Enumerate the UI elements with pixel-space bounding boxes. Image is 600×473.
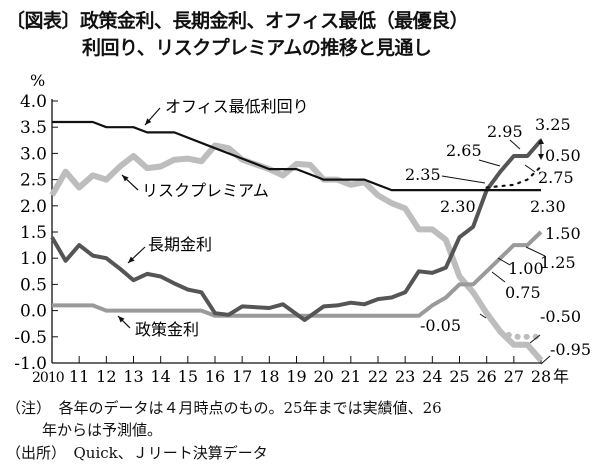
y-axis-unit: % <box>30 71 45 90</box>
data-label: -0.50 <box>540 307 581 326</box>
y-tick-label: 2.0 <box>20 197 47 217</box>
data-label: 0.50 <box>545 146 581 165</box>
x-tick-label: 15 <box>178 367 198 386</box>
x-axis-unit: 年 <box>553 367 569 386</box>
data-label: 2.65 <box>446 141 482 160</box>
x-tick-label: 20 <box>313 367 333 386</box>
data-label: 2.30 <box>440 197 476 216</box>
series-line-1 <box>485 165 543 189</box>
x-tick-label: 24 <box>422 367 442 386</box>
leader-line <box>524 164 536 173</box>
leader-line <box>479 313 487 319</box>
arrow-head-icon <box>118 316 125 323</box>
arrow-down-icon <box>538 154 544 160</box>
data-label: 2.35 <box>405 165 441 184</box>
y-tick-label: 2.5 <box>20 171 47 191</box>
data-label: 1.25 <box>540 253 576 272</box>
x-tick-label: 28 <box>531 367 551 386</box>
y-tick-label: 1.0 <box>20 249 47 269</box>
leader-line <box>525 246 546 257</box>
x-tick-label: 19 <box>286 367 306 386</box>
arrow-head-icon <box>145 118 152 125</box>
x-tick-label: 12 <box>96 367 116 386</box>
arrow-head-icon <box>128 256 135 263</box>
x-tick-label: 23 <box>395 367 415 386</box>
data-label: -0.95 <box>550 340 591 359</box>
y-tick-label: 3.5 <box>20 118 47 138</box>
series-line-5 <box>52 230 543 318</box>
note-line2: 年からは予測値。 <box>42 421 163 439</box>
series-line-3 <box>497 328 544 340</box>
y-tick-label: 3.0 <box>20 144 47 164</box>
leader-line <box>491 271 506 283</box>
x-tick-label: 11 <box>69 367 89 386</box>
x-tick-label: 13 <box>123 367 143 386</box>
data-label: 3.25 <box>535 115 571 134</box>
x-tick-label: 17 <box>232 367 252 386</box>
x-tick-label: 2010 <box>32 370 64 386</box>
leader-line <box>478 159 501 167</box>
x-tick-label: 18 <box>259 367 279 386</box>
x-tick-label: 22 <box>368 367 388 386</box>
data-label: -0.05 <box>420 316 461 335</box>
y-tick-label: -0.5 <box>14 328 47 348</box>
data-label: 1.50 <box>545 224 581 243</box>
x-tick-label: 14 <box>150 367 170 386</box>
data-label: 0.75 <box>505 283 541 302</box>
series-label-1: リスクプレミアム <box>142 181 269 200</box>
chart-title-line2: 利回り、リスクプレミアムの推移と見通し <box>82 37 432 59</box>
line-chart: % 4.0 3.5 3.0 2.5 2.0 1.5 1.0 0.5 0.0 -0.5 -1.02010… <box>14 71 591 386</box>
series-label-3: 政策金利 <box>135 320 199 339</box>
data-label: 2.95 <box>487 122 523 141</box>
data-label: 1.00 <box>508 259 544 278</box>
leader-line <box>540 355 551 365</box>
series-label-0: オフィス最低利回り <box>165 97 309 116</box>
series-label-2: 長期金利 <box>148 235 212 254</box>
y-tick-label: 0.5 <box>20 275 47 295</box>
leader-line <box>509 139 521 150</box>
leader-line <box>441 175 486 184</box>
x-tick-label: 21 <box>341 367 361 386</box>
y-tick-label: 1.5 <box>20 223 47 243</box>
series-line-4 <box>50 138 543 322</box>
arrow-head-icon <box>122 175 129 182</box>
arrow-up-icon <box>538 138 544 144</box>
series-line-0 <box>52 120 541 192</box>
chart-title-line1: 〔図表〕政策金利、長期金利、オフィス最低（最優良） <box>6 10 469 32</box>
note-line1: （注） 各年のデータは４月時点のもの。25年までは実績値、26 <box>6 399 442 417</box>
y-tick-label: 0.0 <box>20 302 47 322</box>
leader-line <box>497 257 511 266</box>
x-tick-label: 25 <box>449 367 469 386</box>
x-tick-label: 26 <box>476 367 496 386</box>
source-note: （出所） Quick、Ｊリート決算データ <box>6 444 268 462</box>
x-tick-label: 27 <box>504 367 524 386</box>
y-tick-label: 4.0 <box>20 92 47 112</box>
leader-line <box>529 334 541 344</box>
data-label: 2.75 <box>538 168 574 187</box>
data-label: 2.30 <box>530 197 566 216</box>
series-line-2 <box>49 142 544 363</box>
y-tick-label: -1.0 <box>14 354 47 374</box>
x-tick-label: 16 <box>205 367 225 386</box>
